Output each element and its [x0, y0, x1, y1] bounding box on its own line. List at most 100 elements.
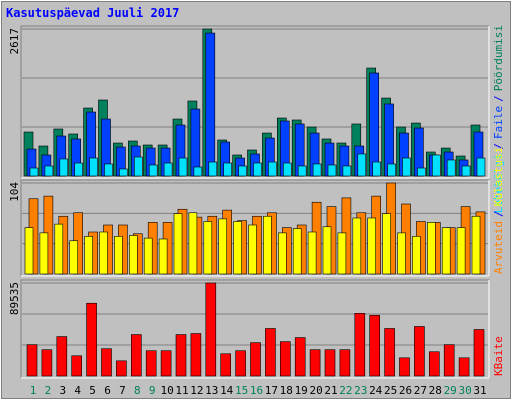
legend-entry: Pöördumisi [492, 25, 505, 91]
bar [223, 162, 232, 177]
bar [44, 165, 54, 177]
bar [119, 168, 128, 177]
bar [188, 212, 198, 275]
bar [476, 157, 486, 177]
x-tick-label: 14 [220, 384, 234, 397]
x-tick-label: 28 [429, 384, 442, 397]
bar [86, 302, 97, 377]
x-tick-label: 15 [235, 384, 248, 397]
bar [414, 326, 425, 377]
x-tick-label: 31 [473, 384, 486, 397]
bar [337, 232, 347, 275]
bar [399, 357, 410, 377]
bar [193, 166, 203, 177]
bar [402, 157, 411, 177]
legend-entry: KBaite [492, 336, 505, 376]
y-tick-label: 2617 [8, 28, 21, 55]
bar [129, 235, 138, 275]
bar [417, 167, 426, 177]
bar [26, 344, 38, 377]
bar [74, 162, 83, 177]
bar [84, 236, 93, 275]
bar [431, 154, 441, 177]
bar [384, 328, 395, 377]
x-tick-label: 29 [444, 384, 457, 397]
bar [250, 342, 261, 377]
x-tick-label: 27 [414, 384, 427, 397]
bar [397, 232, 406, 275]
bar [220, 353, 231, 377]
bar [54, 223, 64, 275]
bar [238, 165, 247, 177]
x-tick-label: 23 [354, 384, 367, 397]
legend: Arvuteid / Külastusi [492, 147, 505, 274]
bar [145, 350, 157, 377]
bar [114, 236, 123, 275]
x-tick-label: 2 [45, 384, 52, 397]
bar [190, 333, 202, 377]
bar [39, 232, 49, 275]
bar [277, 232, 287, 275]
bar [456, 227, 466, 275]
bar [446, 159, 456, 177]
x-tick-label: 20 [309, 384, 322, 397]
legend-separator: / [492, 210, 505, 217]
legend: KBaite [492, 336, 505, 376]
bar [292, 228, 302, 275]
bar [24, 227, 34, 275]
bar [158, 238, 168, 275]
bar [265, 328, 276, 377]
y-tick-label: 89535 [8, 282, 21, 315]
bar [369, 72, 380, 177]
x-tick-label: 18 [280, 384, 293, 397]
bar [233, 221, 242, 275]
x-tick-label: 4 [74, 384, 81, 397]
bar [104, 163, 113, 177]
bar [116, 360, 127, 377]
x-tick-label: 25 [384, 384, 397, 397]
x-tick-label: 26 [399, 384, 412, 397]
x-tick-label: 24 [369, 384, 383, 397]
bar [205, 282, 217, 377]
bar [309, 349, 321, 377]
bar [342, 165, 352, 177]
x-tick-label: 5 [89, 384, 96, 397]
bar [218, 218, 227, 275]
bar [312, 163, 322, 177]
legend-separator: / [492, 95, 505, 102]
bar [382, 213, 391, 275]
x-tick-label: 12 [190, 384, 203, 397]
bar [143, 237, 153, 275]
x-tick-label: 19 [295, 384, 308, 397]
bar [369, 315, 381, 377]
bar [327, 164, 337, 177]
bar [69, 240, 78, 275]
bar [178, 157, 188, 177]
bar [59, 158, 69, 177]
bar [99, 231, 108, 275]
bar [471, 215, 481, 275]
x-tick-label: 8 [134, 384, 141, 397]
bar [101, 348, 112, 377]
legend-separator: / [492, 143, 505, 150]
bar [248, 224, 257, 275]
legend-entry: Arvuteid [492, 221, 505, 274]
bar [354, 313, 366, 377]
bar [173, 213, 183, 275]
x-tick-label: 13 [205, 384, 218, 397]
bar [148, 164, 158, 177]
bar [175, 334, 187, 377]
bar [268, 161, 277, 177]
bar [190, 108, 201, 177]
bar [203, 221, 213, 275]
bar [473, 329, 485, 377]
chart-title: Kasutuspäevad Juuli 2017 [6, 6, 179, 20]
bar [263, 215, 272, 275]
bar [458, 357, 470, 377]
bar [71, 355, 82, 377]
bar [205, 32, 216, 177]
bar [367, 217, 377, 275]
legend-entry: Külastusi [492, 147, 505, 207]
x-tick-label: 1 [30, 384, 37, 397]
bar [461, 165, 471, 177]
